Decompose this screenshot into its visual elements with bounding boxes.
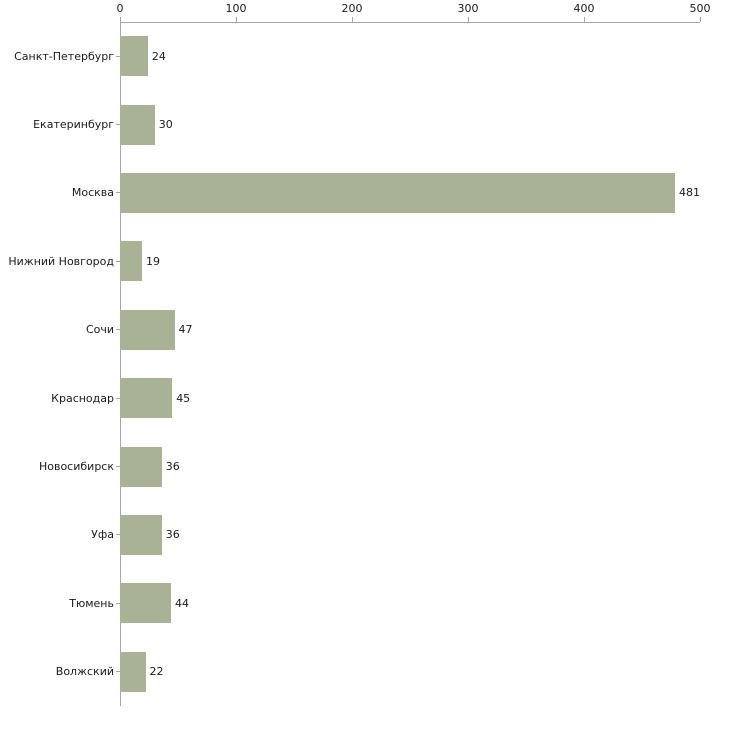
bar-value-label: 481 (679, 186, 700, 200)
bar-value-label: 47 (178, 323, 193, 337)
x-tick-label: 100 (225, 2, 247, 15)
x-tick-mark (236, 17, 237, 22)
x-tick-label: 400 (573, 2, 595, 15)
x-tick-label: 500 (689, 2, 711, 15)
x-tick-mark (584, 17, 585, 22)
x-tick-mark (352, 17, 353, 22)
bar-row: Нижний Новгород 19 (8, 227, 700, 295)
y-axis-category-label: Москва (71, 186, 114, 200)
bar-value-label: 19 (146, 254, 161, 268)
bar (120, 172, 675, 213)
y-tick-mark (116, 602, 120, 604)
bar-value-label: 30 (158, 118, 173, 132)
x-axis-line (120, 22, 700, 23)
bar-value-label: 45 (176, 391, 191, 405)
y-axis-category-label: Санкт-Петербург (14, 49, 114, 63)
bar-row: Уфа 36 (91, 501, 700, 569)
y-tick-mark (116, 329, 120, 331)
bar (120, 583, 172, 624)
y-tick-mark (116, 397, 120, 399)
y-tick-mark (116, 55, 120, 57)
bar-value-label: 36 (165, 460, 180, 474)
bar-value-label: 44 (175, 596, 190, 610)
bar-value-label: 22 (149, 665, 164, 679)
bar (120, 241, 143, 282)
bar-row: Екатеринбург 30 (33, 90, 700, 158)
y-axis-category-label: Нижний Новгород (8, 254, 114, 268)
bar (120, 36, 148, 77)
bar-row: Тюмень 44 (69, 569, 700, 637)
y-tick-mark (116, 192, 120, 194)
y-tick-mark (116, 671, 120, 673)
x-tick-mark (700, 17, 701, 22)
bar (120, 104, 155, 145)
y-axis-category-label: Волжский (55, 665, 114, 679)
bar-row: Санкт-Петербург 24 (14, 22, 700, 90)
bar (120, 378, 173, 419)
y-axis-line (120, 22, 121, 706)
bar-row: Сочи 47 (86, 296, 700, 364)
x-tick-mark (120, 17, 121, 22)
bar-row: Волжский 22 (56, 638, 700, 706)
x-tick-label: 200 (341, 2, 363, 15)
x-tick-label: 0 (116, 2, 124, 15)
plot-area: 0 100 200 300 400 500 Санкт-Петербург 24 Екатери… (8, 2, 711, 706)
bar-value-label: 36 (165, 528, 180, 542)
bar (120, 514, 162, 555)
bar-value-label: 24 (151, 49, 166, 63)
y-tick-mark (116, 466, 120, 468)
bar (120, 446, 162, 487)
y-axis-category-label: Краснодар (51, 391, 114, 405)
y-axis-category-label: Екатеринбург (33, 118, 114, 132)
y-tick-mark (116, 534, 120, 536)
bar (120, 651, 146, 692)
y-axis-category-label: Уфа (91, 528, 114, 542)
y-axis-category-label: Тюмень (69, 596, 114, 610)
x-tick-label: 300 (457, 2, 479, 15)
y-axis-category-label: Новосибирск (38, 460, 114, 474)
y-axis-category-label: Сочи (85, 323, 114, 337)
bar (120, 309, 175, 350)
bar-row: Москва 481 (72, 159, 700, 227)
bar-row: Краснодар 45 (51, 364, 700, 432)
x-tick-mark (468, 17, 469, 22)
y-tick-mark (116, 260, 120, 262)
y-tick-mark (116, 124, 120, 126)
bar-row: Новосибирск 36 (39, 432, 700, 500)
